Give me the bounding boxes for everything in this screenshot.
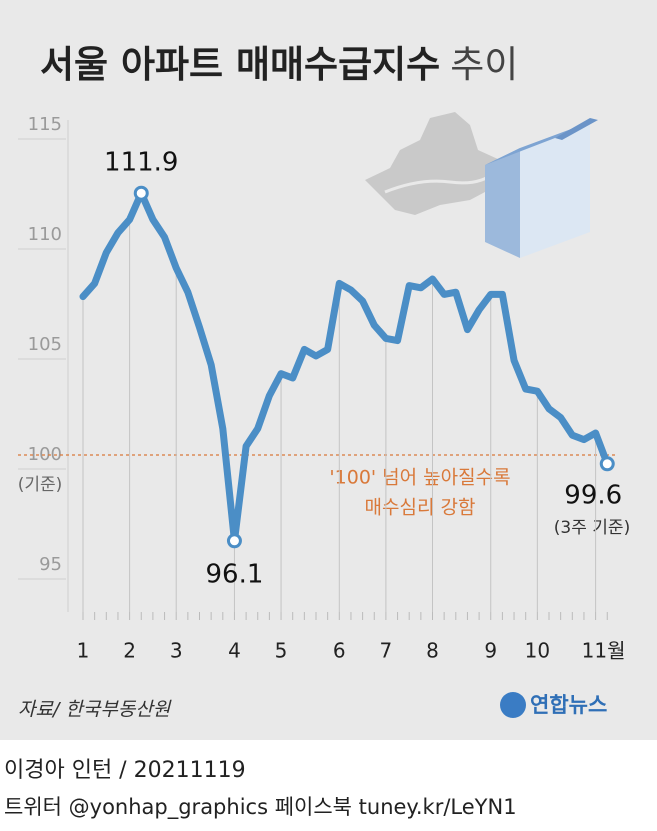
byline: 이경아 인턴 / 20211119 xyxy=(4,758,246,783)
social: 트위터 @yonhap_graphics 페이스북 tuney.kr/LeYN1 xyxy=(4,795,517,820)
x-tick-label: 9 xyxy=(484,639,497,663)
x-tick-label: 3 xyxy=(170,639,183,663)
series-line xyxy=(79,189,611,545)
chart-background xyxy=(0,0,657,740)
y-tick-label: 95 xyxy=(39,554,62,575)
logo: 연합뉴스 xyxy=(530,693,607,717)
data-label: 111.9 xyxy=(104,148,178,178)
x-tick-label: 7 xyxy=(380,639,393,663)
building-illustration xyxy=(485,118,598,258)
x-tick-label: 10 xyxy=(525,639,550,663)
footer-background xyxy=(0,740,657,831)
x-tick-label: 1 xyxy=(77,639,90,663)
data-label: 96.1 xyxy=(206,559,264,589)
x-tick-label: 8 xyxy=(426,639,439,663)
point-marker xyxy=(133,185,149,201)
point-marker xyxy=(226,533,242,549)
y-tick-label: 115 xyxy=(28,114,62,135)
source: 자료/ 한국부동산원 xyxy=(18,699,172,721)
end-note: (3주 기준) xyxy=(554,518,630,538)
annotation: '100' 넘어 높아질수록 xyxy=(329,467,510,489)
x-tick-label: 11월 xyxy=(582,639,626,663)
reference-label: (기준) xyxy=(18,475,63,495)
point-marker xyxy=(599,456,615,472)
y-tick-label: 110 xyxy=(28,224,62,245)
annotation: 매수심리 강함 xyxy=(365,497,476,519)
x-tick-label: 5 xyxy=(275,639,288,663)
seoul-map xyxy=(365,112,500,215)
y-tick-label: 105 xyxy=(28,334,62,355)
x-tick-label: 4 xyxy=(228,639,241,663)
logo-icon xyxy=(500,692,526,718)
x-tick-label: 2 xyxy=(123,639,136,663)
chart-title: 서울 아파트 매매수급지수 추이 xyxy=(40,43,518,86)
data-label: 99.6 xyxy=(564,480,622,510)
river xyxy=(384,170,497,194)
x-tick-label: 6 xyxy=(333,639,346,663)
